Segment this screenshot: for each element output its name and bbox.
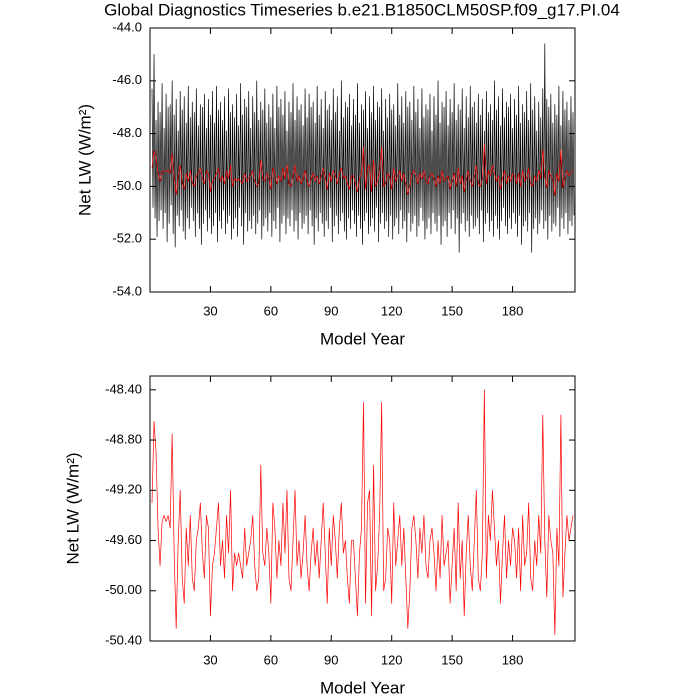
y-tick-label: -54.0 [112, 283, 142, 298]
y-tick-label: -46.0 [112, 72, 142, 87]
y-tick-label: -50.0 [112, 178, 142, 193]
x-tick-label: 180 [502, 303, 524, 318]
x-axis-label: Model Year [320, 678, 405, 697]
x-tick-label: 90 [324, 652, 338, 667]
data-line [151, 389, 574, 636]
y-tick-label: -50.40 [105, 632, 142, 647]
y-tick-label: -50.00 [105, 582, 142, 597]
y-axis-label: Net LW (W/m²) [63, 452, 82, 564]
y-tick-label: -44.0 [112, 19, 142, 34]
y-tick-label: -52.0 [112, 231, 142, 246]
chart-title: Global Diagnostics Timeseries b.e21.B185… [104, 0, 620, 19]
y-tick-label: -49.20 [105, 482, 142, 497]
y-tick-label: -48.80 [105, 431, 142, 446]
x-tick-label: 30 [203, 303, 217, 318]
plot-frame [149, 375, 576, 642]
x-axis-label: Model Year [320, 329, 405, 348]
x-tick-label: 150 [441, 652, 463, 667]
x-tick-label: 30 [203, 652, 217, 667]
y-tick-label: -48.0 [112, 125, 142, 140]
y-axis-label: Net LW (W/m²) [75, 104, 94, 216]
data-line [151, 43, 575, 253]
x-tick-label: 180 [502, 652, 524, 667]
x-tick-label: 60 [264, 303, 278, 318]
x-tick-label: 120 [381, 652, 403, 667]
y-tick-label: -48.40 [105, 381, 142, 396]
data-line [151, 143, 574, 196]
x-tick-label: 60 [264, 652, 278, 667]
x-tick-label: 90 [324, 303, 338, 318]
y-tick-label: -49.60 [105, 532, 142, 547]
x-tick-label: 120 [381, 303, 403, 318]
x-tick-label: 150 [441, 303, 463, 318]
plot-frame [149, 27, 576, 293]
